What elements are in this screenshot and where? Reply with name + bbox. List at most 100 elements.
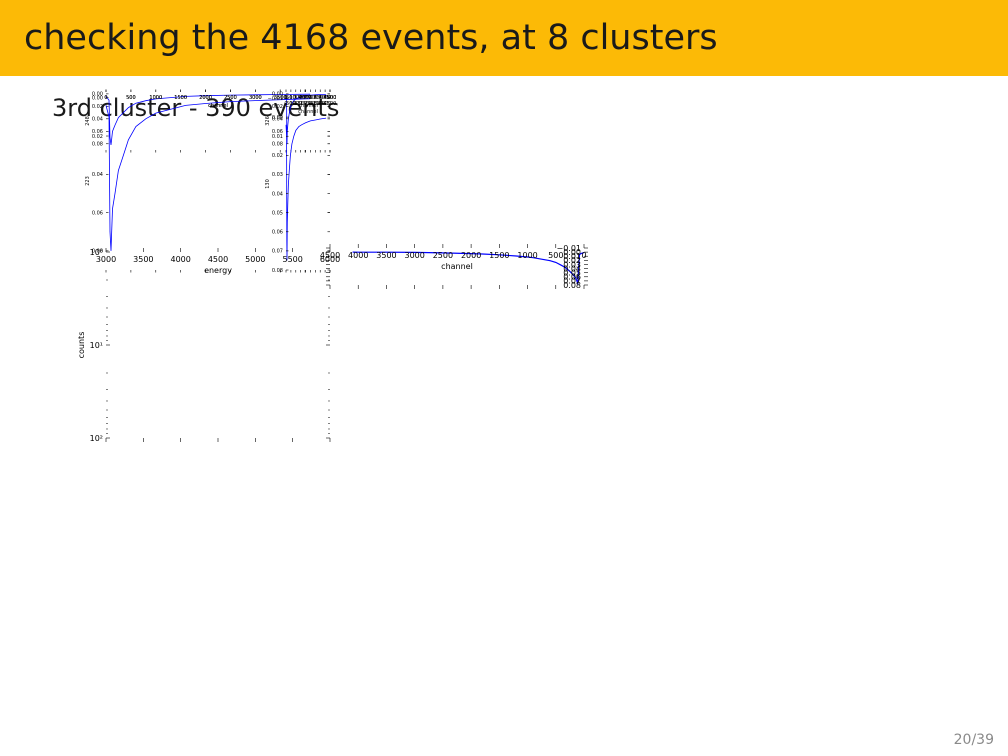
page-number: 20/39: [953, 732, 994, 748]
x-tick-label: 0: [581, 251, 586, 260]
x-tick-label: 1500: [294, 101, 307, 107]
y-tick-label: 0.08: [92, 142, 103, 148]
y-tick-label: 0.05: [563, 268, 581, 277]
series-line-0: [285, 117, 327, 261]
x-tick-label: 1000: [289, 101, 302, 107]
x-tick-label: 6000: [320, 255, 340, 264]
y-tick-label: 0.05: [272, 210, 283, 216]
x-tick-label: 4500: [324, 101, 337, 107]
x-tick-label: 1000: [149, 95, 162, 101]
x-tick-label: 1500: [174, 95, 187, 101]
y-tick-label: 0.02: [92, 134, 103, 140]
x-tick-label: 1000: [149, 95, 162, 101]
x-tick-label: 3500: [274, 95, 287, 101]
y-tick-label: 0.00: [92, 95, 103, 101]
x-tick-label: 4000: [319, 101, 332, 107]
x-tick-label: 0: [284, 101, 287, 107]
y-tick-label: 0.04: [563, 264, 581, 273]
x-tick-label: 3500: [274, 95, 287, 101]
y-tick-label: 0.08: [563, 281, 581, 290]
x-tick-label: 3500: [314, 101, 327, 107]
x-axis-label: channel: [208, 103, 228, 109]
title-bar: checking the 4168 events, at 8 clusters: [0, 0, 1008, 76]
x-tick-label: 3500: [376, 251, 396, 260]
y-tick-label: 0.07: [272, 249, 283, 255]
y-tick-label: 0.08: [272, 142, 283, 148]
x-tick-label: 4500: [320, 251, 340, 260]
y-tick-label: 0.06: [92, 210, 103, 216]
y-tick-label: 0.08: [92, 249, 103, 255]
x-tick-label: 3000: [309, 101, 322, 107]
x-tick-label: 4000: [299, 95, 312, 101]
x-tick-label: 2500: [224, 95, 237, 101]
y-tick-label: 0.04: [92, 172, 103, 178]
x-axis-label: channel: [208, 103, 228, 109]
y-axis-label: counts: [77, 332, 86, 359]
y-tick-label: 0.07: [563, 277, 581, 286]
series-line-0: [105, 98, 311, 251]
y-axis-label: 248: [85, 116, 91, 126]
y-tick-label: 0.08: [272, 268, 283, 274]
y-tick-label: 0.00: [272, 92, 283, 98]
x-axis-label: energy: [204, 266, 232, 275]
plot-cluster-248: 0500100015002000250030003500400045000.00…: [85, 89, 336, 153]
x-tick-label: 2000: [461, 251, 481, 260]
series-line-0: [285, 94, 327, 144]
x-tick-label: 2000: [199, 95, 212, 101]
series-line-0: [105, 93, 311, 146]
x-tick-label: 4000: [348, 251, 368, 260]
x-tick-label: 2500: [224, 95, 237, 101]
y-tick-label: 10¹: [90, 341, 103, 350]
x-tick-label: 4000: [299, 95, 312, 101]
y-tick-label: 0.02: [563, 256, 581, 265]
y-tick-label: 10⁰: [90, 248, 103, 257]
y-tick-label: −0.01: [556, 244, 581, 253]
x-axis-label: channel: [298, 109, 318, 115]
y-tick-label: 0.00: [272, 115, 283, 121]
y-tick-label: 0.03: [563, 260, 581, 269]
y-axis-label: 326: [265, 116, 271, 126]
x-tick-label: 3500: [133, 255, 153, 264]
y-tick-label: 0.01: [272, 134, 283, 140]
y-tick-label: 10²: [90, 434, 103, 443]
x-axis-label: channel: [441, 262, 473, 271]
y-axis-label: 223: [85, 176, 91, 186]
x-tick-label: 1500: [489, 251, 509, 260]
x-tick-label: 3000: [249, 95, 262, 101]
y-tick-label: 0.06: [272, 129, 283, 135]
x-tick-label: 3000: [249, 95, 262, 101]
series-line-0: [352, 251, 585, 285]
y-tick-label: 0.01: [563, 252, 581, 261]
x-tick-label: 2000: [199, 95, 212, 101]
x-tick-label: 3000: [96, 255, 116, 264]
y-tick-label: 0.02: [272, 153, 283, 159]
y-tick-label: 0.06: [92, 129, 103, 135]
x-tick-label: 1000: [517, 251, 537, 260]
y-tick-label: 0.06: [272, 230, 283, 236]
y-axis-label: 130: [265, 179, 271, 189]
x-tick-label: 1500: [174, 95, 187, 101]
y-tick-label: 0.06: [563, 273, 581, 282]
x-tick-label: 500: [126, 95, 136, 101]
average-trace-plot: 0 500 1000 1500 2000 2500 3000 3500 4000 4500 −0.0…: [320, 244, 588, 290]
x-tick-label: 500: [286, 101, 296, 107]
x-tick-label: 2000: [299, 101, 312, 107]
y-tick-label: 0.03: [272, 172, 283, 178]
plot-cluster-130: 050010001500200025003000350040004500−0.0…: [265, 95, 336, 274]
y-tick-label: 0.02: [92, 104, 103, 110]
x-axis-label: channel: [298, 103, 318, 109]
y-tick-label: 0.02: [272, 104, 283, 110]
y-tick-label: −0.01: [268, 96, 283, 102]
y-tick-label: 0.00: [92, 92, 103, 98]
slide-subtitle: 3rd cluster - 390 events: [52, 94, 340, 122]
x-tick-label: 3000: [404, 251, 424, 260]
x-tick-label: 2500: [433, 251, 453, 260]
y-tick-label: 0.00: [563, 248, 581, 257]
energy-histogram: 3000 3500 4000 4500 5000 5500 6000 10⁰ 10¹ 10² ene…: [77, 248, 340, 443]
x-tick-label: 500: [126, 95, 136, 101]
plot-cluster-223: 0500100015002000250030003500400045000.00…: [85, 89, 336, 273]
x-tick-label: 4500: [208, 255, 228, 264]
x-tick-label: 500: [548, 251, 563, 260]
y-tick-label: 0.04: [272, 191, 283, 197]
x-tick-label: 2500: [304, 101, 317, 107]
